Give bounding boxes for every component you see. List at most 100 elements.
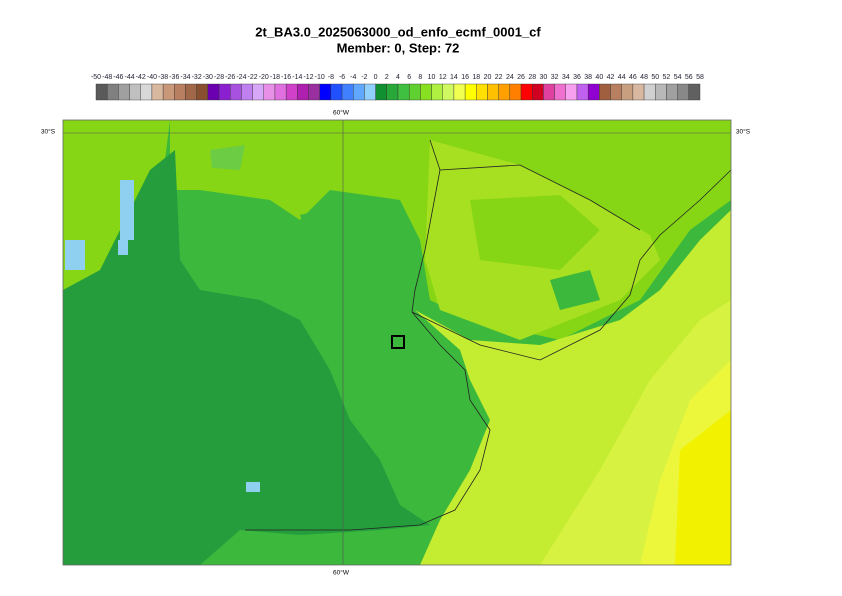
colorbar-tick-label: -46 (113, 74, 123, 81)
colorbar-tick-label: 12 (439, 74, 447, 81)
colorbar-tick-label: 0 (374, 74, 378, 81)
colorbar-swatch (196, 83, 209, 101)
colorbar-tick-label: -20 (259, 74, 269, 81)
colorbar-tick-label: 6 (407, 74, 411, 81)
colorbar-tick-label: 26 (517, 74, 525, 81)
colorbar-swatch (297, 83, 309, 101)
lat-label-left: 30°S (41, 128, 56, 136)
colorbar-swatch (151, 83, 164, 101)
colorbar-tick-label: 54 (674, 74, 682, 81)
lon-label-top: 60°W (333, 109, 350, 117)
colorbar-tick-label: -40 (147, 74, 157, 81)
colorbar-swatch (319, 83, 332, 101)
colorbar-swatch (341, 83, 354, 101)
colorbar-tick-label: 16 (461, 74, 469, 81)
colorbar-tick-label: -26 (225, 74, 235, 81)
colorbar-tick-label: 30 (540, 74, 548, 81)
colorbar-swatch (599, 83, 611, 101)
colorbar-tick-label: 38 (584, 74, 592, 81)
colorbar-swatch (431, 83, 443, 101)
colorbar-swatch (375, 83, 388, 101)
colorbar-swatch (95, 83, 108, 101)
colorbar-swatch (118, 83, 130, 101)
colorbar-swatch (218, 83, 231, 101)
colorbar-swatch (285, 83, 298, 101)
colorbar-swatch (610, 83, 622, 101)
colorbar-tick-label: 34 (562, 74, 570, 81)
colorbar-tick-label: -36 (169, 74, 179, 81)
colorbar-tick-label: -38 (158, 74, 168, 81)
colorbar-tick-label: 28 (528, 74, 536, 81)
colorbar-tick-label: -4 (350, 74, 356, 81)
colorbar-swatch (162, 83, 175, 101)
colorbar-tick-label: -16 (281, 74, 291, 81)
colorbar-tick-label: -24 (236, 74, 246, 81)
lon-label-bottom: 60°W (333, 569, 350, 577)
colorbar-swatch (498, 83, 511, 101)
colorbar-swatch (464, 83, 477, 101)
colorbar-swatch (643, 83, 656, 101)
colorbar-swatch (252, 83, 264, 101)
colorbar-tick-label: 58 (696, 74, 704, 81)
colorbar-tick-label: 50 (651, 74, 659, 81)
colorbar-tick-label: 40 (595, 74, 603, 81)
colorbar-swatch (621, 83, 634, 101)
colorbar-tick-label: -8 (328, 74, 334, 81)
colorbar-swatch (476, 83, 488, 101)
colorbar-swatch (330, 83, 343, 101)
colorbar-swatch (185, 83, 197, 101)
colorbar-swatch (532, 83, 544, 101)
colorbar-swatch (543, 83, 555, 101)
colorbar-tick-label: 4 (396, 74, 400, 81)
colorbar-swatch (207, 83, 220, 101)
colorbar-swatch (308, 83, 320, 101)
colorbar-tick-label: -42 (136, 74, 146, 81)
colorbar-swatch (688, 83, 701, 101)
colorbar-swatch (364, 83, 376, 101)
colorbar-tick-label: 48 (640, 74, 648, 81)
colorbar-tick-label: -6 (339, 74, 345, 81)
colorbar-swatch (230, 83, 242, 101)
colorbar-swatch (353, 83, 365, 101)
colorbar-tick-label: -44 (124, 74, 134, 81)
colorbar-tick-label: 42 (607, 74, 615, 81)
colorbar-swatch (565, 83, 578, 101)
colorbar-tick-label: 22 (495, 74, 503, 81)
colorbar-tick-label: -18 (270, 74, 280, 81)
colorbar-tick-label: -34 (180, 74, 190, 81)
subtitle: Member: 0, Step: 72 (337, 40, 460, 55)
colorbar-swatch (408, 83, 421, 101)
colorbar-tick-label: 56 (685, 74, 693, 81)
colorbar-tick-label: 8 (418, 74, 422, 81)
colorbar-tick-label: 44 (618, 74, 626, 81)
colorbar-swatch (397, 83, 410, 101)
colorbar-swatch (587, 83, 600, 101)
colorbar-tick-label: -32 (192, 74, 202, 81)
colorbar-tick-label: -2 (361, 74, 367, 81)
colorbar-tick-label: -12 (303, 74, 313, 81)
colorbar-tick-label: -10 (315, 74, 325, 81)
colorbar-swatch (487, 83, 499, 101)
colorbar-swatch (420, 83, 432, 101)
colorbar-tick-label: 24 (506, 74, 514, 81)
colorbar-swatch (509, 83, 522, 101)
colorbar-tick-label: -30 (203, 74, 213, 81)
colorbar-swatch (129, 83, 141, 101)
colorbar-swatch (106, 83, 119, 101)
colorbar-swatch (386, 83, 399, 101)
colorbar: -50 -48 -46 -44 -42 -40 -38 -36 -34 -32 -30 -28 -26-… (91, 74, 704, 101)
colorbar-swatch (520, 83, 533, 101)
colorbar-swatch (442, 83, 455, 101)
colorbar-tick-label: -50 (91, 74, 101, 81)
colorbar-tick-label: 32 (551, 74, 559, 81)
colorbar-tick-label: 52 (663, 74, 671, 81)
title: 2t_BA3.0_2025063000_od_enfo_ecmf_0001_cf (255, 24, 541, 39)
colorbar-tick-label: 46 (629, 74, 637, 81)
colorbar-swatch (677, 83, 690, 101)
colorbar-tick-label: -28 (214, 74, 224, 81)
colorbar-tick-label: -22 (248, 74, 258, 81)
colorbar-tick-label: -14 (292, 74, 302, 81)
colorbar-swatch (666, 83, 678, 101)
lat-label-right: 30°S (736, 128, 751, 136)
